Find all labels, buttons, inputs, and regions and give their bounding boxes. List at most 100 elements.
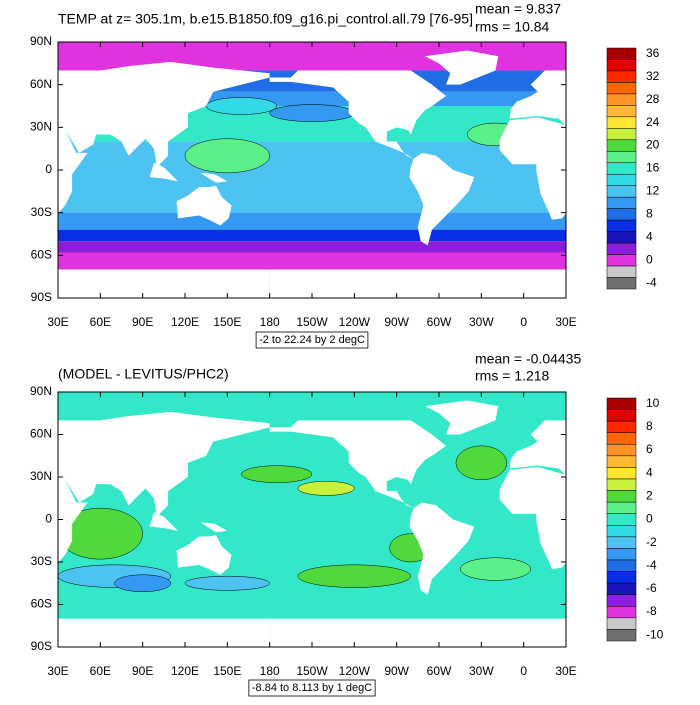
lat-label: 30N <box>30 469 52 483</box>
lon-label: 90W <box>384 664 409 678</box>
colorbar-box <box>606 501 637 514</box>
colorbar-label: 32 <box>646 69 660 83</box>
stat: rms = 10.84 <box>475 19 550 35</box>
land <box>658 163 686 181</box>
lat-label: 60S <box>31 248 52 262</box>
land <box>149 512 178 531</box>
lon-label: 120E <box>171 664 199 678</box>
lon-label: 150W <box>296 664 328 678</box>
land <box>58 61 270 168</box>
colorbar-box <box>606 513 637 526</box>
lon-label: 180 <box>260 315 280 329</box>
colorbar-label: -8 <box>646 604 657 618</box>
colorbar-box <box>606 629 637 642</box>
lon-label: 90E <box>132 315 153 329</box>
colorbar-box <box>606 82 637 95</box>
land <box>176 535 232 575</box>
colorbar-label: 24 <box>646 115 660 129</box>
contour-patch <box>114 574 172 592</box>
colorbar-box <box>606 105 637 118</box>
contour-band <box>58 229 566 242</box>
colorbar-box <box>606 254 637 267</box>
colorbar-box <box>606 128 637 141</box>
note-box <box>255 331 369 349</box>
land <box>424 400 499 435</box>
lon-label: 60E <box>90 315 111 329</box>
colorbar-label: -6 <box>646 581 657 595</box>
colorbar-label: 2 <box>646 489 653 503</box>
colorbar-label: -4 <box>646 558 657 572</box>
land <box>409 152 475 246</box>
lon-label: 60E <box>90 664 111 678</box>
stat: mean = 9.837 <box>475 1 561 17</box>
contour-patch <box>0 558 23 581</box>
colorbar-box <box>606 59 637 72</box>
land <box>685 186 700 226</box>
lat-label: 60N <box>30 77 52 91</box>
colorbar-label: 6 <box>646 442 653 456</box>
colorbar-label: -10 <box>646 627 664 641</box>
colorbar-box <box>606 196 637 209</box>
lon-label: 30W <box>469 664 494 678</box>
lat-label: 90S <box>31 639 52 653</box>
contour-band <box>58 141 566 213</box>
land <box>499 467 566 570</box>
land <box>269 618 566 647</box>
colorbar-box <box>606 70 637 83</box>
lon-label: 150E <box>213 664 241 678</box>
land <box>58 269 270 298</box>
lat-label: 30N <box>30 120 52 134</box>
colorbar-box <box>606 93 637 106</box>
contour-patch <box>184 138 270 174</box>
land <box>58 125 88 214</box>
colorbar-label: 8 <box>646 207 653 221</box>
colorbar-box <box>606 173 637 186</box>
colorbar-box <box>606 219 637 232</box>
colorbar-box <box>606 559 637 572</box>
colorbar-box <box>606 231 637 244</box>
contour-patch <box>269 104 355 122</box>
colorbar-box <box>606 162 637 175</box>
colorbar-box <box>606 617 637 630</box>
colorbar-box <box>606 208 637 221</box>
contour-patch <box>459 557 531 581</box>
colorbar-box <box>606 277 637 290</box>
colorbar-label: 20 <box>646 138 660 152</box>
lat-label: 30S <box>31 205 52 219</box>
lon-label: 120E <box>171 315 199 329</box>
lon-label: 150E <box>213 315 241 329</box>
colorbar-box <box>606 432 637 445</box>
land <box>409 502 475 595</box>
lon-label: 60W <box>427 315 452 329</box>
lon-label: 90E <box>132 664 153 678</box>
colorbar-box <box>606 185 637 198</box>
colorbar-box <box>606 151 637 164</box>
contour-patch <box>184 575 270 591</box>
colorbar-box <box>606 444 637 457</box>
colorbar-box <box>606 139 637 152</box>
land <box>200 522 228 533</box>
colorbar-label: 0 <box>646 252 653 266</box>
colorbar-box <box>606 242 637 255</box>
lat-label: 0 <box>45 512 52 526</box>
land <box>58 411 270 517</box>
land <box>499 117 566 220</box>
lon-label: 30W <box>469 315 494 329</box>
stat: mean = -0.04435 <box>475 351 581 367</box>
contour-note: -8.84 to 8.113 by 1 degC <box>252 682 372 694</box>
land <box>176 185 232 226</box>
land <box>685 535 700 575</box>
colorbar-label: -2 <box>646 535 657 549</box>
lat-label: 0 <box>45 162 52 176</box>
lon-label: 120W <box>339 664 371 678</box>
colorbar-box <box>606 409 637 422</box>
colorbar-box <box>606 525 637 538</box>
land <box>269 269 566 298</box>
colorbar-label: 28 <box>646 92 660 106</box>
lon-label: 60W <box>427 664 452 678</box>
lon-label: 30E <box>555 315 576 329</box>
contour-patch <box>693 576 700 590</box>
contour-patch <box>205 97 277 115</box>
contour-band <box>58 212 566 230</box>
